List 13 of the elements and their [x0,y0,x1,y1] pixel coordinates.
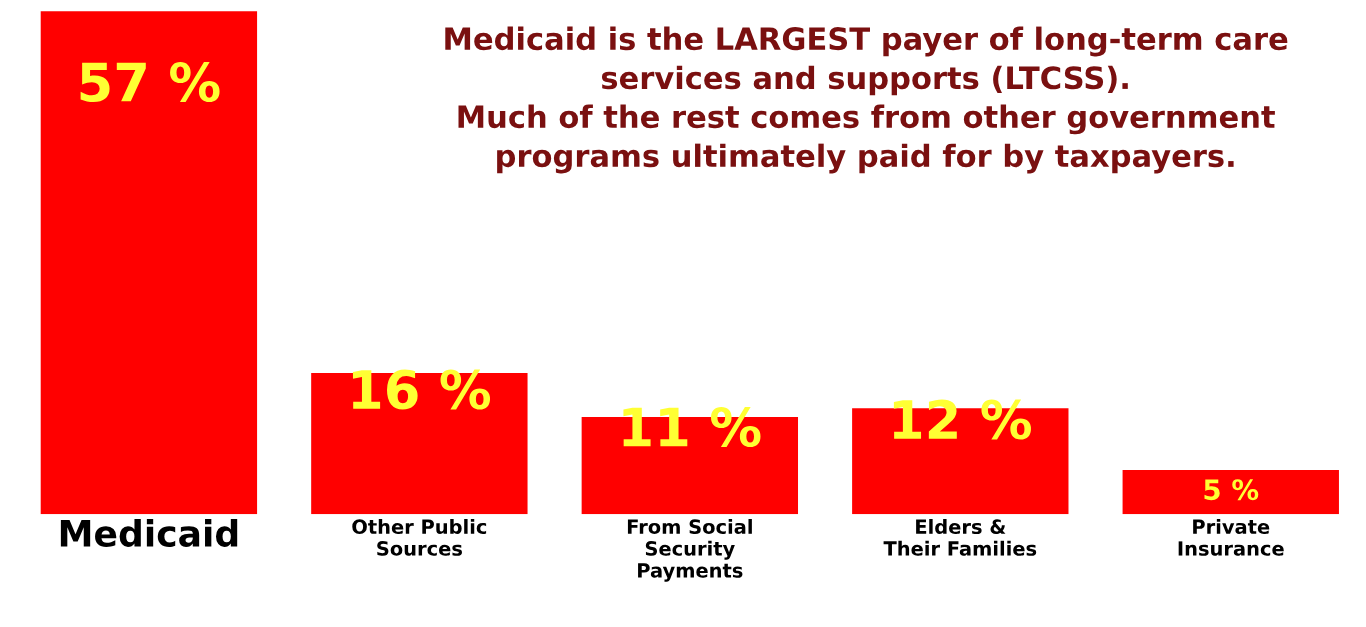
data-label: 12 % [893,399,1031,440]
x-tick-label: Other Public Sources [352,519,487,556]
bar [1122,470,1339,515]
x-tick-label: Elders & Their Families [883,519,1037,556]
x-tick-label: From Social Security Payments [627,519,752,582]
data-label: 5 % [1204,479,1259,501]
x-tick-label: Private Insurance [1178,519,1284,556]
bar [40,11,258,515]
data-label: 11 % [623,407,761,447]
data-label: 16 % [352,369,491,410]
annotation: Medicaid is the LARGEST payer of long-term care services and supports (LTCSS). Much of the rest comes from other government programs ultimately paid for by taxpayers. [445,26,1288,174]
x-tick-label: Medicaid [60,519,238,547]
data-label: 57 % [80,62,220,103]
